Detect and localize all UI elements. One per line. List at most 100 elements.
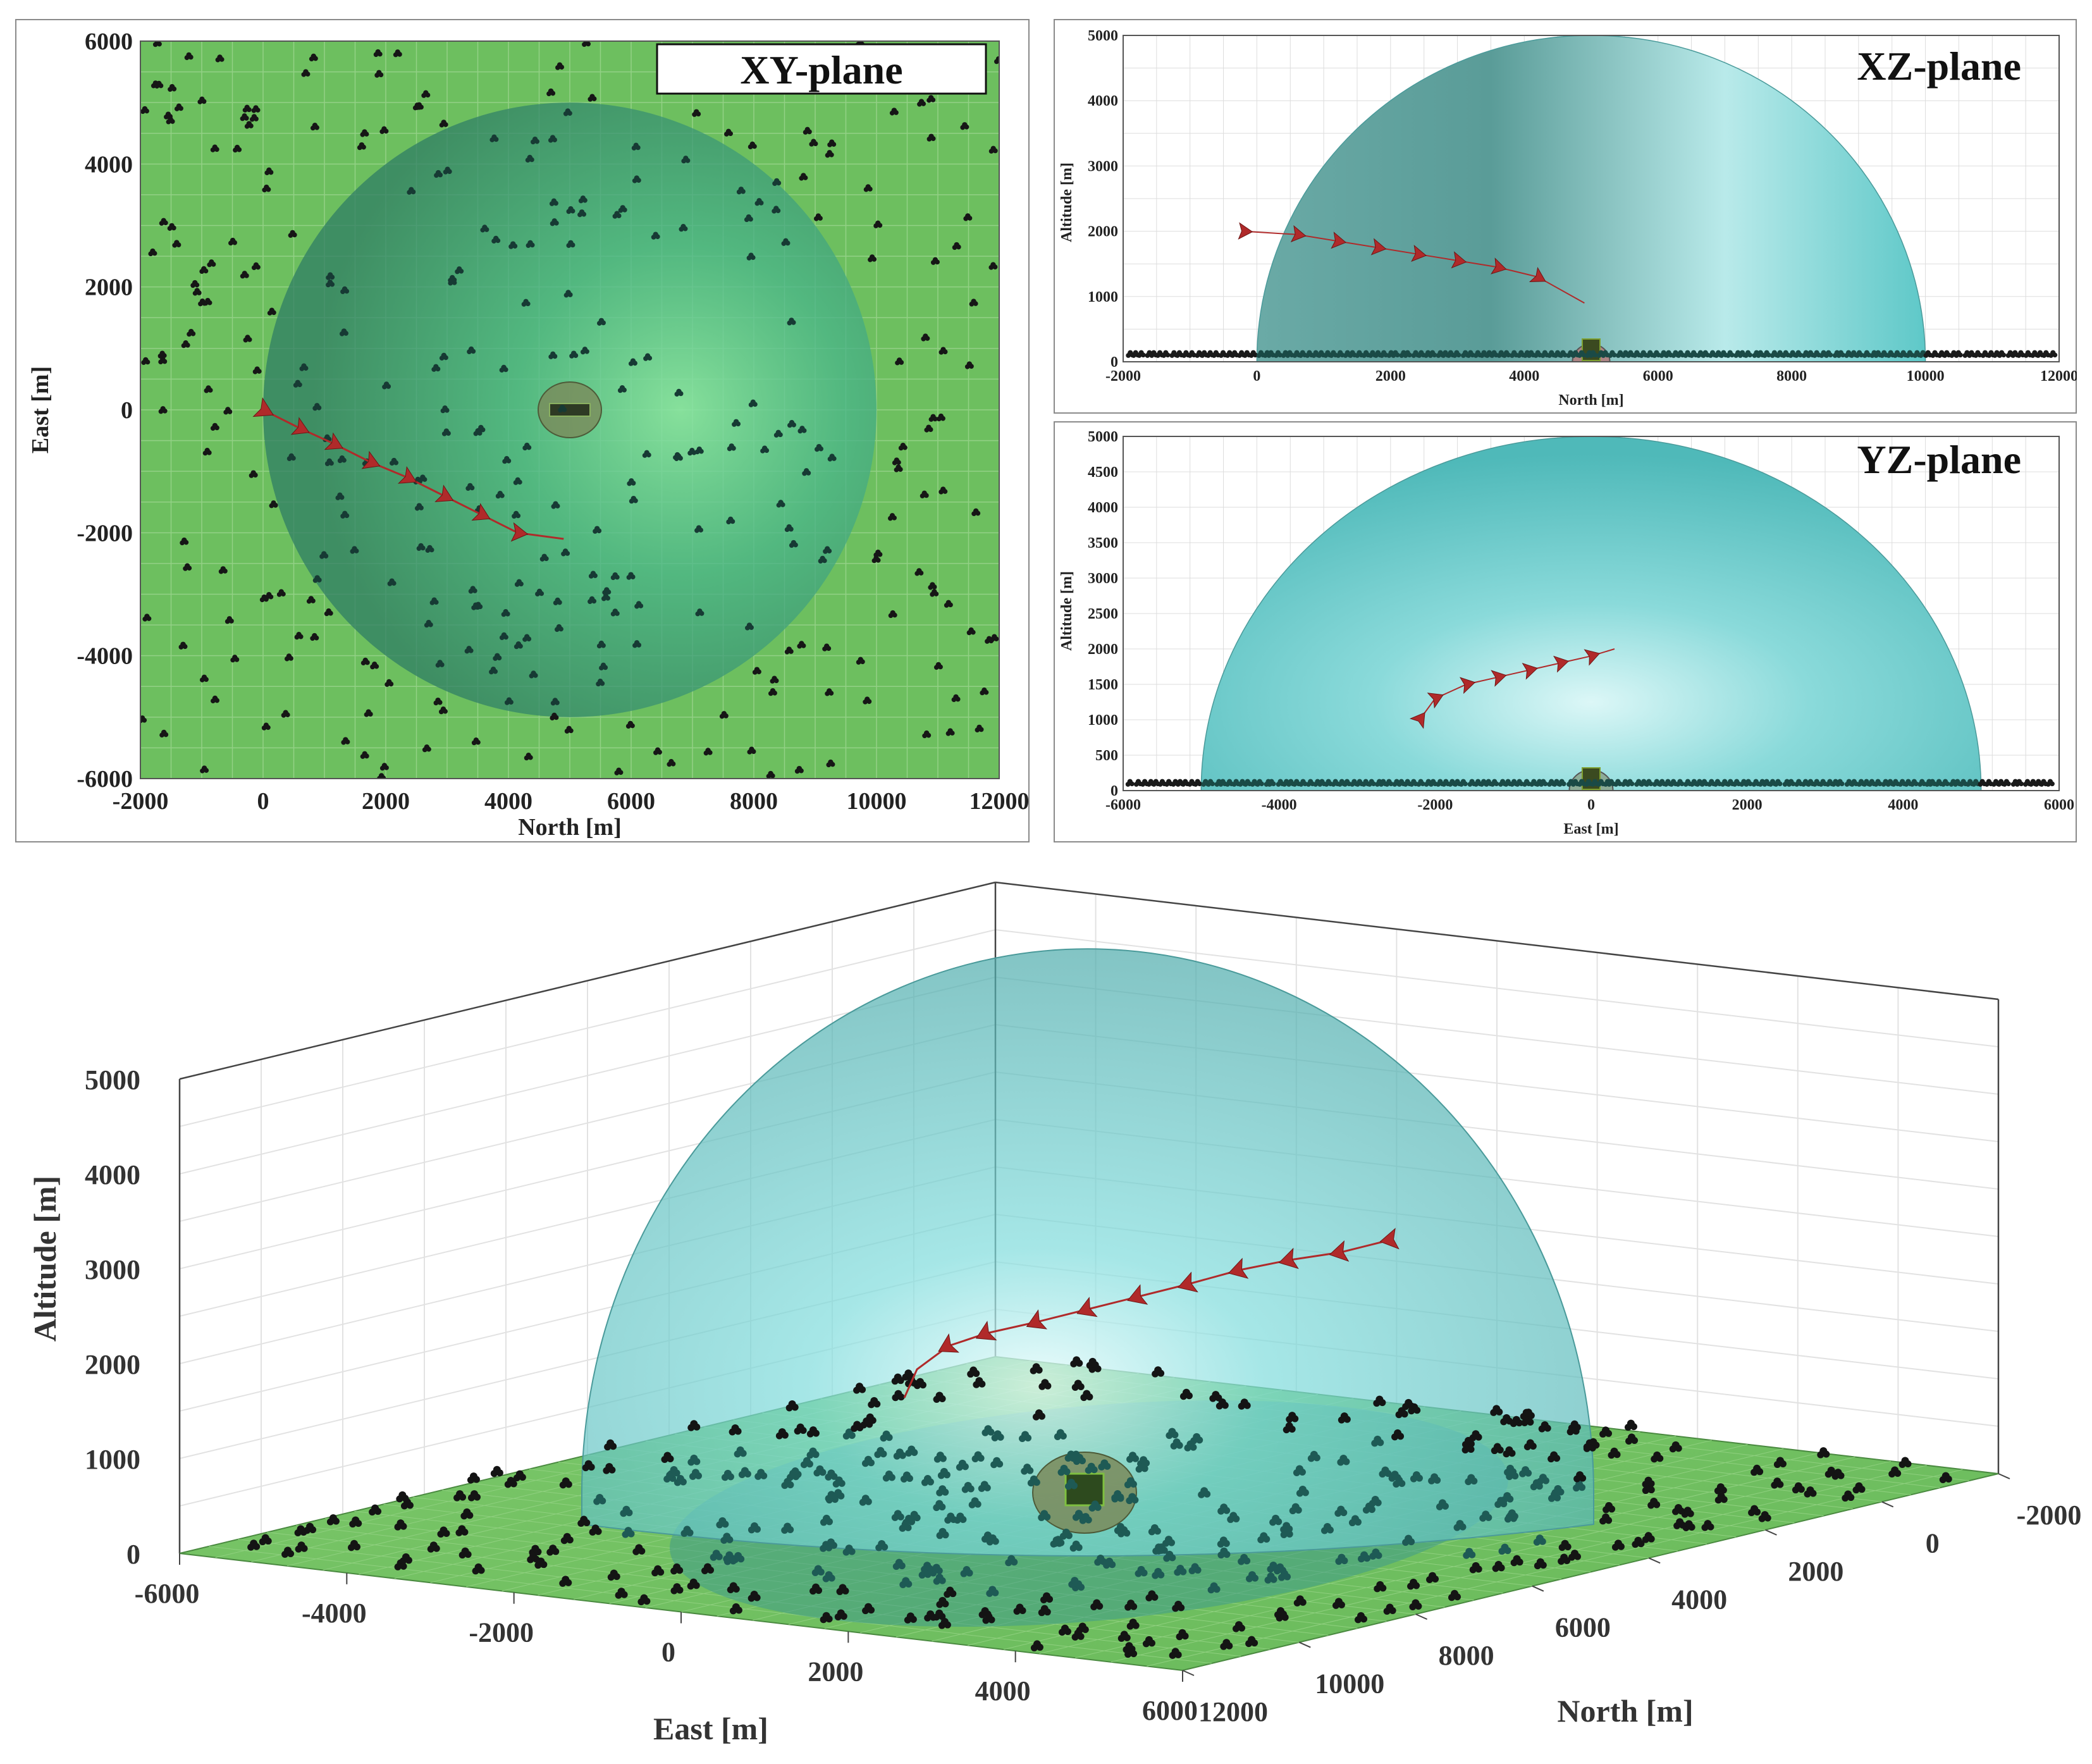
tree-blob: [689, 1578, 698, 1586]
xy-tree: [667, 759, 676, 767]
d3-aircraft-marker: [1329, 1240, 1350, 1262]
tree-blob: [1300, 779, 1306, 784]
tree-blob: [938, 1485, 947, 1493]
tree-blob: [1615, 779, 1621, 784]
xy-tree: [549, 198, 558, 206]
tree-blob: [1775, 779, 1781, 784]
tree-blob: [1864, 350, 1870, 355]
tree-blob: [566, 725, 572, 731]
tree-blob: [201, 266, 207, 272]
tree-blob: [947, 728, 953, 734]
yz-tree: [1292, 779, 1301, 787]
xz-aircraft-marker: [1529, 266, 1546, 282]
xy-tree: [522, 634, 532, 642]
tree-blob: [1709, 779, 1714, 784]
tree-blob: [1900, 350, 1906, 355]
xy-tree: [382, 381, 391, 390]
d3-tree: [1773, 1457, 1787, 1468]
tree-blob: [226, 616, 233, 622]
d3-tree: [1085, 1462, 1098, 1474]
d3-tree: [806, 1447, 820, 1459]
tree-blob: [902, 1471, 911, 1479]
d3-wall-gridline: [995, 929, 1999, 1047]
d3-tree: [1504, 1464, 1517, 1476]
tree-blob: [993, 1457, 1001, 1465]
tree-blob: [278, 589, 284, 595]
d3-tree: [748, 1522, 761, 1534]
tree-blob: [778, 1428, 786, 1436]
xy-tree: [809, 139, 818, 147]
tree-blob: [731, 1424, 739, 1433]
tree-blob: [829, 139, 835, 145]
tree-blob: [1430, 779, 1436, 784]
tree-blob: [1666, 350, 1671, 355]
tree-blob: [1245, 779, 1250, 784]
tree-blob: [1911, 779, 1917, 784]
tree-blob: [988, 1586, 997, 1594]
tree-blob: [923, 1562, 932, 1570]
xz-ytick-label: 1000: [1088, 289, 1118, 305]
d3-tree: [933, 1500, 946, 1512]
tree-blob: [1677, 779, 1683, 784]
yz-tree: [1744, 779, 1753, 787]
tree-blob: [822, 1514, 830, 1522]
tree-blob: [192, 280, 198, 286]
d3-tree: [1289, 1503, 1302, 1515]
tree-blob: [1905, 779, 1911, 784]
tree-blob: [1702, 350, 1708, 355]
d3-east-tick-label: 4000: [975, 1675, 1031, 1706]
tree-blob: [1386, 779, 1392, 784]
xy-tree: [744, 622, 754, 631]
tree-blob: [301, 363, 307, 369]
d3-tree: [1038, 1605, 1051, 1617]
tree-blob: [414, 102, 421, 108]
d3-tree: [1038, 1510, 1051, 1521]
tree-blob: [947, 1512, 955, 1520]
d3-tree: [1064, 1479, 1078, 1490]
tree-blob: [1369, 779, 1374, 784]
xy-tree: [228, 237, 238, 246]
tree-blob: [416, 503, 422, 509]
tree-blob: [1751, 1505, 1759, 1513]
xy-tree: [152, 41, 162, 47]
d3-tree: [396, 1491, 409, 1503]
tree-blob: [339, 455, 345, 461]
tree-blob: [1288, 1412, 1296, 1420]
tree-blob: [1073, 1356, 1081, 1364]
d3-tree: [546, 1545, 560, 1556]
tree-blob: [828, 759, 834, 765]
tree-blob: [1125, 1642, 1133, 1650]
tree-blob: [930, 582, 935, 588]
tree-blob: [1338, 1553, 1346, 1562]
xy-tree: [326, 279, 335, 288]
tree-blob: [749, 141, 755, 147]
xy-tree: [813, 213, 823, 221]
xz-tree: [1762, 350, 1771, 358]
tree-blob: [1295, 1465, 1303, 1473]
d3-tree: [882, 1471, 895, 1482]
tree-blob: [746, 622, 753, 628]
tree-blob: [1276, 1607, 1284, 1615]
xy-tree: [694, 525, 704, 533]
tree-blob: [1344, 779, 1350, 784]
d3-tree: [811, 1565, 825, 1576]
yz-tree: [1873, 779, 1883, 787]
xy-tree: [276, 589, 286, 597]
d3-tree: [1176, 1629, 1189, 1641]
tree-blob: [326, 608, 331, 614]
d3-tree: [1072, 1510, 1085, 1521]
d3-east-tick-label: 0: [661, 1637, 675, 1668]
tree-blob: [974, 1451, 982, 1459]
xy-tree: [215, 54, 225, 63]
tree-blob: [1627, 1419, 1635, 1428]
d3-tree: [560, 1533, 574, 1545]
tree-blob: [473, 737, 479, 743]
xy-tree: [856, 657, 865, 665]
tree-blob: [1240, 1553, 1248, 1562]
d3-tree: [1257, 1532, 1271, 1543]
d3-tree: [891, 1373, 904, 1385]
tree-blob: [689, 447, 695, 453]
xy-tree: [627, 478, 636, 486]
tree-blob: [783, 238, 789, 244]
xy-tree: [593, 526, 602, 534]
